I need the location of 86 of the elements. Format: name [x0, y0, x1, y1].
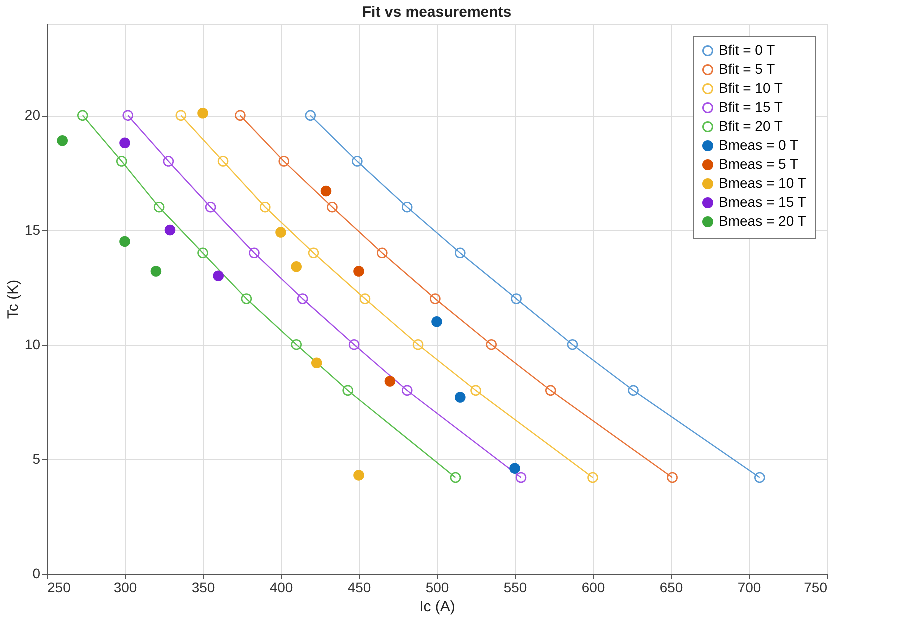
point [352, 156, 363, 167]
point [176, 110, 187, 122]
point [213, 270, 224, 282]
point [116, 156, 128, 167]
point [120, 138, 130, 149]
point [511, 294, 522, 304]
point [57, 135, 68, 146]
legend-label: Bmeas = 5 T [719, 156, 799, 172]
x-tick-label: 700 [738, 580, 762, 596]
point [412, 339, 424, 350]
y-tick-label: 5 [32, 450, 41, 467]
point [198, 248, 208, 259]
point [120, 236, 130, 248]
x-tick-label: 650 [660, 580, 684, 596]
point [354, 470, 364, 481]
point [276, 227, 286, 238]
point [354, 266, 364, 277]
point [305, 110, 316, 122]
point [164, 224, 176, 236]
point [308, 248, 320, 259]
point [432, 316, 442, 328]
x-tick-label: 400 [270, 580, 294, 596]
point [628, 385, 639, 396]
point [667, 472, 678, 484]
point [320, 186, 332, 197]
point [455, 248, 466, 259]
x-axis-title: Ic (A) [420, 598, 456, 616]
point [249, 248, 260, 259]
point [291, 262, 302, 272]
point [402, 202, 413, 213]
point [77, 110, 88, 122]
point [260, 202, 271, 213]
legend-label: Bfit = 20 T [719, 118, 784, 134]
point [455, 392, 466, 403]
x-tick-label: 750 [804, 580, 828, 596]
point [470, 385, 482, 396]
legend-label: Bmeas = 20 T [719, 213, 807, 229]
x-tick-label: 450 [348, 580, 372, 596]
point [450, 472, 462, 484]
point [360, 294, 371, 304]
point [241, 294, 252, 304]
x-tick-label: 500 [426, 580, 450, 596]
point [486, 339, 497, 350]
point [154, 202, 165, 213]
y-axis-title: Tc (K) [4, 280, 22, 320]
point [754, 472, 766, 484]
y-tick-label: 10 [24, 336, 41, 352]
point [297, 294, 308, 304]
y-tick-label: 20 [24, 107, 41, 124]
point [588, 472, 598, 484]
point [122, 110, 134, 122]
point [150, 266, 162, 277]
x-tick-label: 550 [504, 580, 528, 596]
y-tick-label: 0 [32, 566, 41, 582]
point [327, 202, 338, 213]
point [311, 358, 322, 369]
x-tick-label: 250 [48, 580, 72, 596]
point [545, 385, 556, 396]
point [235, 110, 246, 122]
point [430, 294, 441, 304]
legend-label: Bfit = 0 T [719, 42, 776, 58]
point [567, 339, 578, 350]
x-tick-label: 350 [192, 580, 216, 596]
point [205, 202, 216, 213]
legend-label: Bmeas = 0 T [719, 137, 799, 153]
point [510, 463, 520, 474]
point [342, 385, 354, 396]
point [348, 339, 360, 350]
legend-label: Bfit = 15 T [719, 99, 784, 115]
x-tick-label: 600 [582, 580, 606, 596]
legend-label: Bfit = 5 T [719, 61, 776, 77]
point [163, 156, 174, 167]
point [384, 376, 396, 387]
x-tick-label: 300 [114, 580, 138, 596]
legend-label: Bmeas = 15 T [719, 194, 807, 210]
legend-label: Bmeas = 10 T [719, 175, 807, 191]
point [278, 156, 290, 167]
point [218, 156, 229, 167]
point [402, 385, 413, 396]
y-tick-label: 15 [24, 222, 41, 238]
legend-label: Bfit = 10 T [719, 80, 784, 96]
point [516, 472, 527, 484]
point [291, 339, 302, 350]
point [198, 108, 208, 119]
point [377, 248, 388, 259]
chart-title: Fit vs measurements [362, 4, 512, 21]
